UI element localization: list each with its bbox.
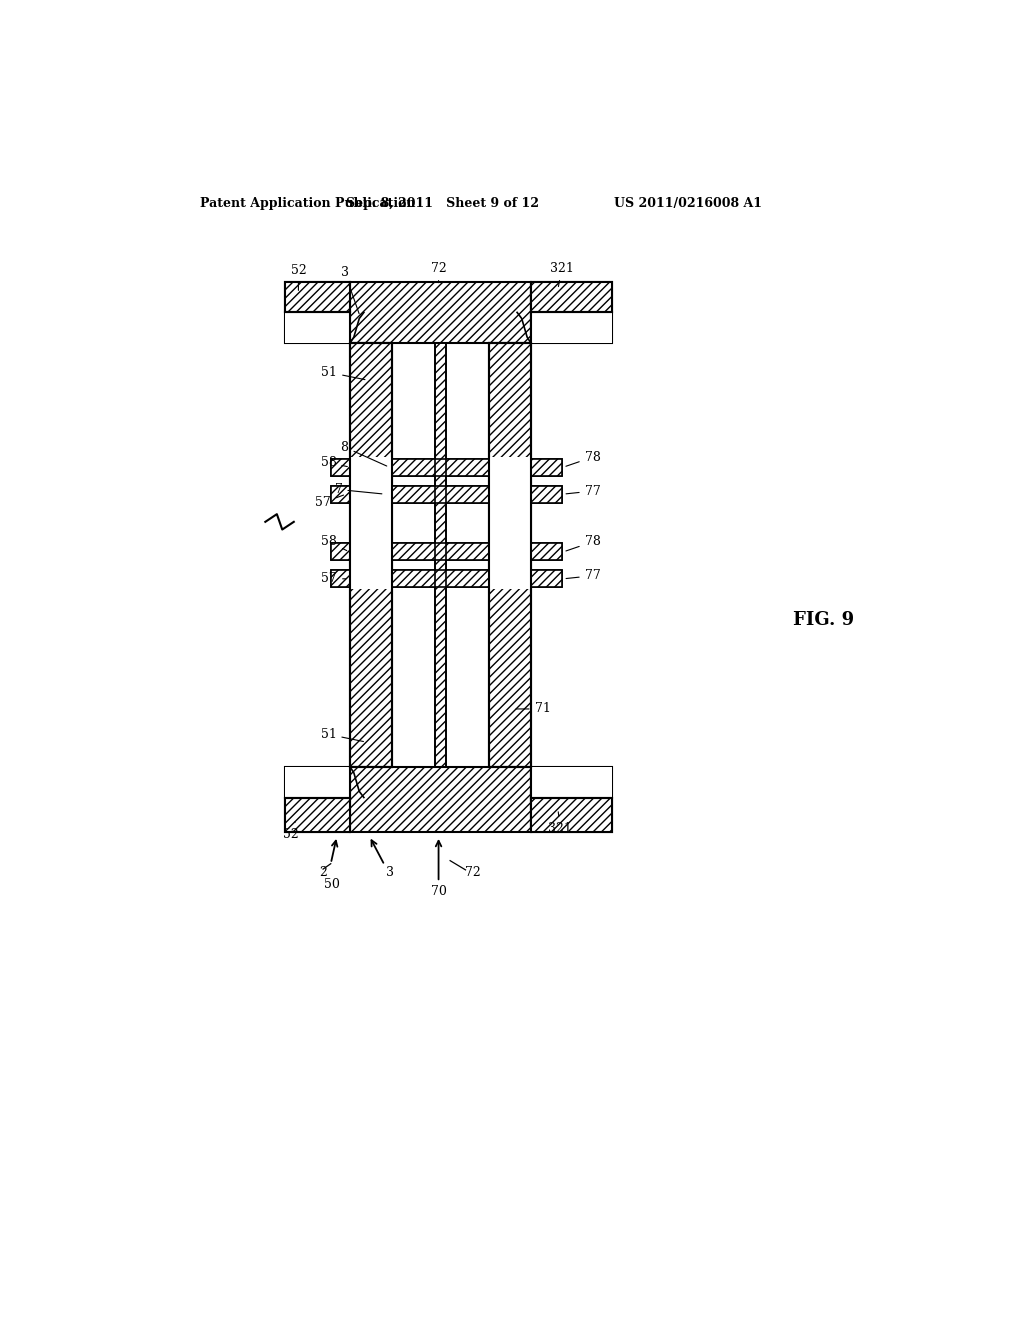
Text: 58: 58 — [321, 455, 347, 469]
Bar — [531, 281, 611, 313]
Text: 72: 72 — [431, 261, 446, 282]
Bar — [446, 459, 488, 475]
Bar — [446, 570, 488, 587]
Text: 3: 3 — [386, 866, 394, 879]
Bar — [531, 767, 611, 797]
Bar — [331, 544, 562, 561]
Bar — [392, 486, 435, 503]
Text: FIG. 9: FIG. 9 — [793, 611, 854, 630]
Text: 52: 52 — [283, 821, 299, 841]
Text: 3: 3 — [341, 265, 359, 314]
Text: 52: 52 — [291, 264, 306, 290]
Bar — [285, 767, 350, 832]
Bar — [285, 767, 350, 797]
Text: 77: 77 — [566, 484, 600, 498]
Bar — [331, 570, 562, 587]
Bar — [350, 767, 531, 832]
Bar — [285, 281, 350, 343]
Text: 77: 77 — [566, 569, 600, 582]
Bar — [531, 544, 562, 561]
Text: 51: 51 — [321, 727, 364, 742]
Bar — [392, 459, 435, 475]
Bar — [285, 313, 350, 343]
Text: 71: 71 — [516, 702, 551, 715]
Text: US 2011/0216008 A1: US 2011/0216008 A1 — [614, 197, 762, 210]
Bar — [350, 457, 392, 589]
Text: Patent Application Publication: Patent Application Publication — [200, 197, 416, 210]
Bar — [446, 486, 488, 503]
Bar — [331, 544, 350, 561]
Text: 72: 72 — [465, 866, 481, 879]
Bar — [488, 343, 531, 767]
Bar — [331, 486, 562, 503]
Bar — [531, 281, 611, 343]
Text: 8: 8 — [341, 441, 387, 466]
Bar — [285, 281, 350, 313]
Text: 321: 321 — [548, 812, 572, 834]
Bar — [531, 797, 611, 832]
Bar — [531, 486, 562, 503]
Text: 321: 321 — [550, 261, 573, 286]
Text: 57: 57 — [322, 573, 346, 585]
Bar — [331, 459, 562, 475]
Text: 78: 78 — [566, 450, 600, 466]
Bar — [435, 343, 446, 767]
Text: 58: 58 — [322, 536, 347, 550]
Text: 51: 51 — [322, 366, 365, 380]
Bar — [331, 459, 350, 475]
Text: Sep. 8, 2011   Sheet 9 of 12: Sep. 8, 2011 Sheet 9 of 12 — [346, 197, 539, 210]
Bar — [531, 767, 611, 832]
Bar — [331, 570, 350, 587]
Text: 50: 50 — [325, 878, 340, 891]
Bar — [350, 281, 531, 343]
Text: 2: 2 — [319, 866, 327, 879]
Bar — [350, 343, 392, 767]
Text: 7: 7 — [335, 483, 382, 496]
Bar — [531, 570, 562, 587]
Bar — [488, 457, 531, 589]
Bar — [331, 486, 350, 503]
Bar — [392, 570, 435, 587]
Text: 57: 57 — [315, 495, 344, 510]
Bar — [446, 544, 488, 561]
Bar — [285, 797, 350, 832]
Bar — [531, 459, 562, 475]
Text: 70: 70 — [431, 884, 446, 898]
Text: 78: 78 — [566, 536, 600, 550]
Bar — [392, 544, 435, 561]
Bar — [531, 313, 611, 343]
